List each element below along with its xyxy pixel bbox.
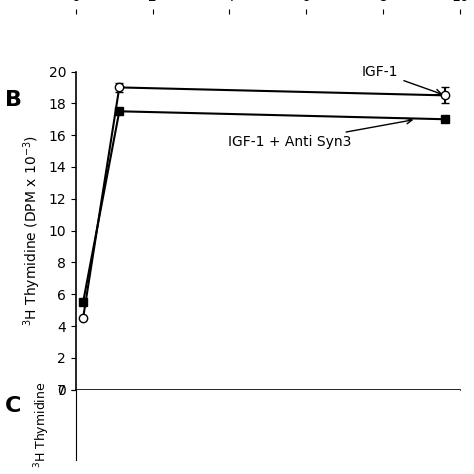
Text: IGF-1 + Anti Syn3: IGF-1 + Anti Syn3 [228, 118, 412, 149]
Text: IGF-1: IGF-1 [362, 65, 441, 95]
X-axis label: IGF-1 (ng/ml): IGF-1 (ng/ml) [201, 419, 334, 437]
Y-axis label: $^{3}$H Thymidine (DPM x 10$^{-3}$): $^{3}$H Thymidine (DPM x 10$^{-3}$) [21, 135, 43, 326]
Text: C: C [5, 396, 21, 416]
Y-axis label: $^{3}$H Thymidine: $^{3}$H Thymidine [32, 382, 52, 468]
Text: B: B [5, 90, 22, 110]
